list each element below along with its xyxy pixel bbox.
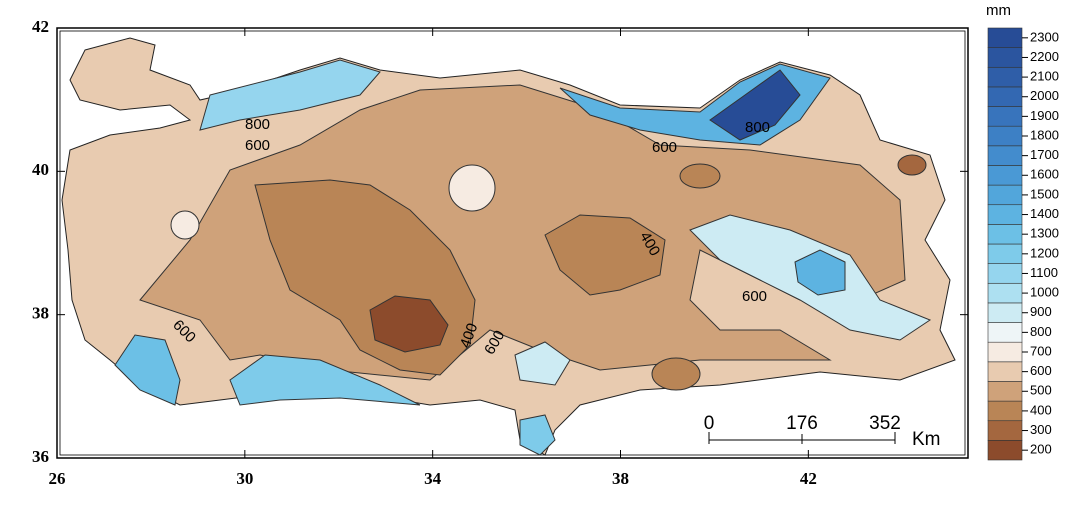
legend-swatch <box>988 303 1022 323</box>
legend-label: 400 <box>1030 402 1052 417</box>
legend-label: 1100 <box>1030 265 1058 280</box>
legend-swatch <box>988 323 1022 343</box>
legend-label: 1800 <box>1030 127 1059 142</box>
legend-swatch <box>988 165 1022 185</box>
legend-unit: mm <box>986 2 1011 19</box>
legend-swatch <box>988 224 1022 244</box>
legend-swatch <box>988 264 1022 284</box>
legend-swatch <box>988 126 1022 146</box>
y-tick-label: 38 <box>32 304 49 323</box>
contour-label: 600 <box>245 137 270 154</box>
legend-label: 2300 <box>1030 29 1059 44</box>
x-tick-label: 34 <box>424 469 442 488</box>
legend-swatch <box>988 244 1022 264</box>
legend-label: 500 <box>1030 383 1052 398</box>
legend-label: 800 <box>1030 324 1052 339</box>
legend-swatch <box>988 87 1022 107</box>
x-tick-label: 26 <box>49 469 66 488</box>
legend-label: 300 <box>1030 422 1052 437</box>
map-figure: 800 600 800 600 400 400 600 600 600 0 17… <box>0 0 1085 508</box>
contour-label: 600 <box>742 288 767 305</box>
legend-swatch <box>988 342 1022 362</box>
legend-label: 900 <box>1030 304 1052 319</box>
legend-swatch <box>988 401 1022 421</box>
legend-swatch <box>988 28 1022 48</box>
legend-label: 2000 <box>1030 88 1059 103</box>
legend-swatch <box>988 421 1022 441</box>
contour-label: 800 <box>245 116 270 133</box>
legend-label: 1000 <box>1030 285 1059 300</box>
legend-label: 1300 <box>1030 226 1059 241</box>
legend-swatch <box>988 185 1022 205</box>
scale-label: 352 <box>869 413 901 434</box>
legend-swatch <box>988 440 1022 460</box>
legend-swatch <box>988 283 1022 303</box>
zone-400-ne <box>680 164 720 188</box>
legend-label: 1500 <box>1030 186 1059 201</box>
legend-label: 1700 <box>1030 147 1059 162</box>
legend-swatch <box>988 146 1022 166</box>
legend-swatch <box>988 48 1022 68</box>
legend-swatch <box>988 205 1022 225</box>
legend-label: 1900 <box>1030 108 1059 123</box>
legend-label: 200 <box>1030 442 1052 457</box>
legend-label: 1600 <box>1030 167 1059 182</box>
legend-swatch <box>988 381 1022 401</box>
legend-swatch <box>988 67 1022 87</box>
x-tick-label: 42 <box>800 469 817 488</box>
x-tick-label: 38 <box>612 469 629 488</box>
x-tick-label: 30 <box>236 469 253 488</box>
legend-label: 1200 <box>1030 245 1059 260</box>
contour-label: 800 <box>745 119 770 136</box>
zone-700-west <box>171 211 199 239</box>
zone-400-se <box>652 358 700 390</box>
legend-label: 600 <box>1030 363 1052 378</box>
y-tick-label: 42 <box>32 17 49 36</box>
legend-swatch <box>988 107 1022 127</box>
legend-label: 2200 <box>1030 49 1059 64</box>
scale-label: 176 <box>786 413 818 434</box>
legend-label: 700 <box>1030 343 1052 358</box>
legend-label: 2100 <box>1030 69 1059 84</box>
y-tick-label: 40 <box>32 160 49 179</box>
scale-unit: Km <box>912 429 941 450</box>
y-tick-label: 36 <box>32 447 49 466</box>
legend-swatch <box>988 362 1022 382</box>
zone-300-ne <box>898 155 926 175</box>
zone-700-spot <box>449 165 495 211</box>
scale-label: 0 <box>704 413 715 434</box>
contour-label: 600 <box>652 139 677 156</box>
legend-label: 1400 <box>1030 206 1059 221</box>
